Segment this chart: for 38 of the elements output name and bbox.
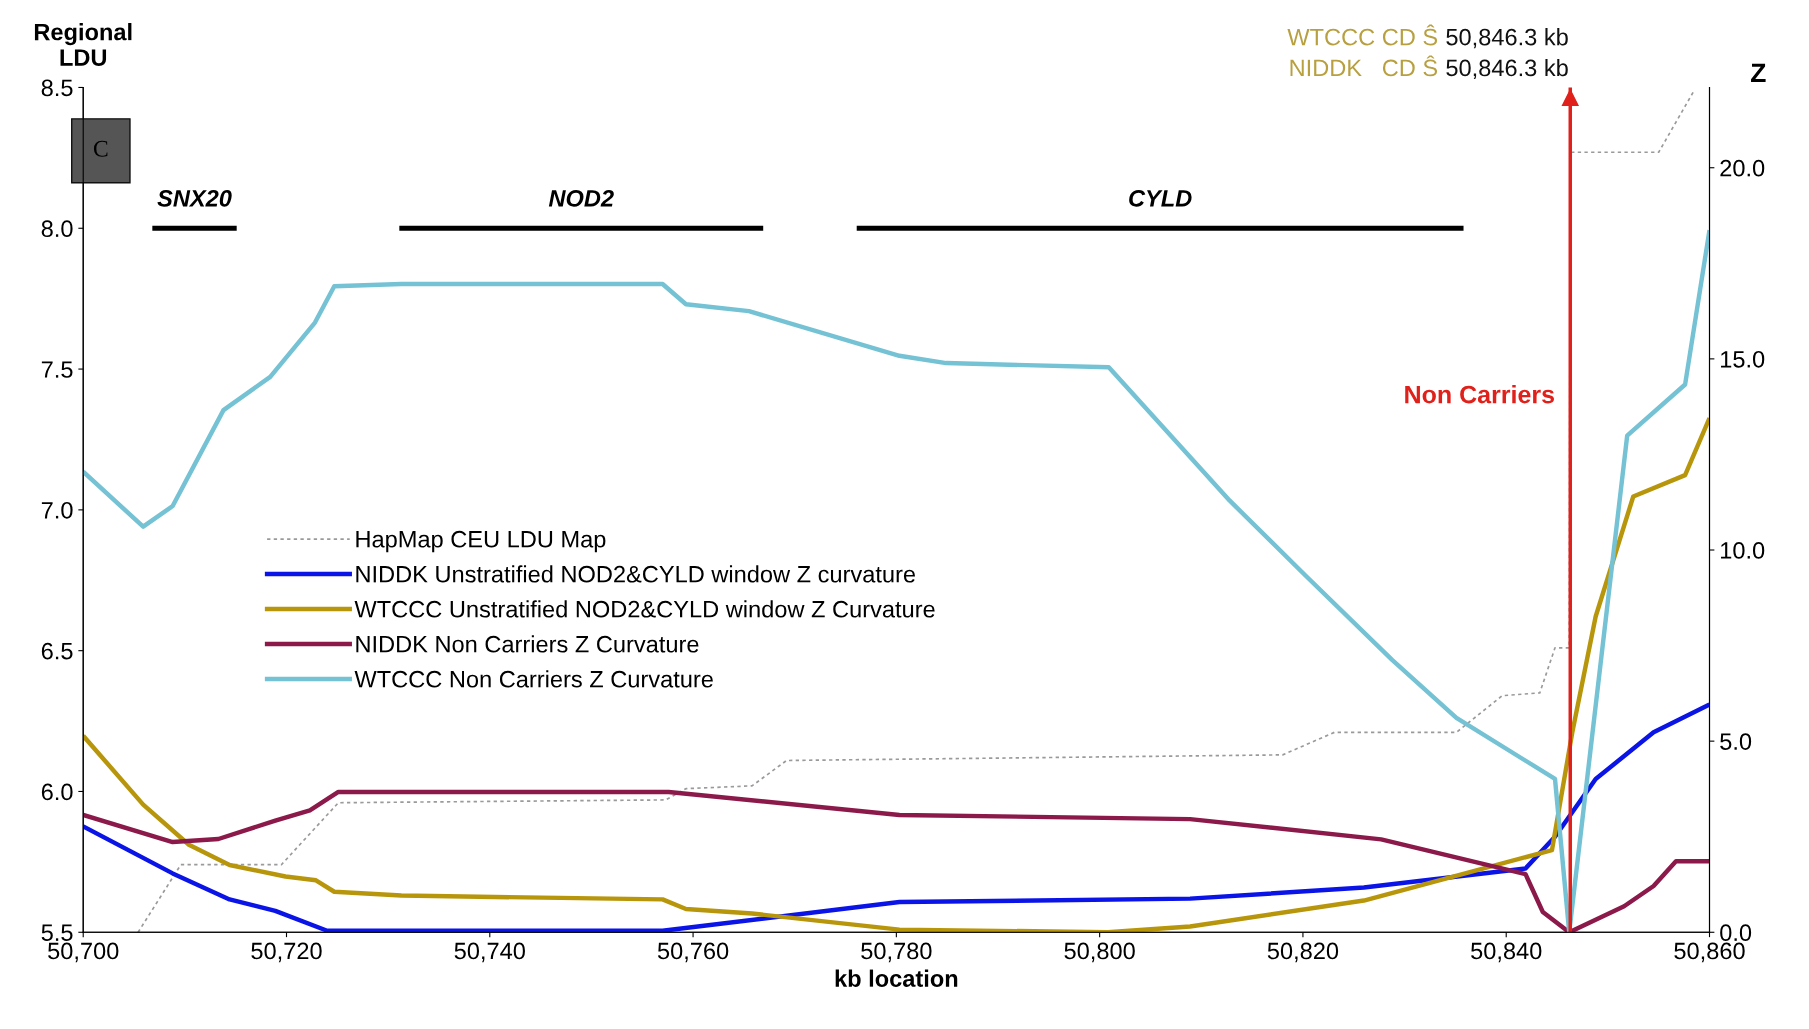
y-tick-label: 8.5 <box>41 79 73 97</box>
y2-tick-label: 20.0 <box>1720 159 1765 177</box>
x-tick-label: 50,820 <box>1267 942 1339 963</box>
text: 50,846.3 kb <box>1446 58 1568 80</box>
x-tick-label: 50,780 <box>861 942 932 963</box>
text: NIDDK CD Ŝ <box>1290 55 1438 77</box>
annotation: C <box>93 140 108 157</box>
x-tick-label: 50,740 <box>454 942 525 963</box>
x-tick-label: 50,800 <box>1064 942 1135 963</box>
y2-axis-title: Z <box>1751 63 1766 82</box>
y2-tick-label: 15.0 <box>1721 350 1765 368</box>
y-axis-title: Regional LDU <box>34 23 132 66</box>
x-tick-label: 50,860 <box>1674 942 1745 963</box>
y-tick-label: 7.0 <box>41 501 73 519</box>
x-tick-label: 50,840 <box>1471 942 1542 963</box>
y2-tick-label: 0.0 <box>1720 924 1752 942</box>
legend-label: WTCCC Non Carriers Z Curvature <box>354 670 713 688</box>
y2-tick-label: 10.0 <box>1721 542 1765 559</box>
x-tick-label: 50,720 <box>251 942 322 963</box>
y-tick-label: 6.5 <box>41 642 73 660</box>
x-tick-label: 50,760 <box>657 942 729 963</box>
x-tick-label: 50,700 <box>48 942 119 963</box>
y-tick-label: 6.0 <box>41 783 73 801</box>
legend-label: NIDDK Unstratified NOD2&CYLD window Z curvature <box>356 565 915 583</box>
annotation: CYLD <box>1129 189 1192 207</box>
text: WTCCC CD Ŝ <box>1287 24 1438 46</box>
legend-label: HapMap CEU LDU Map <box>356 530 606 553</box>
y-tick-label: 5.5 <box>41 924 73 942</box>
y-tick-label: 8.0 <box>41 220 73 238</box>
text: 50,846.3 kb <box>1446 28 1568 49</box>
y2-tick-label: 5.0 <box>1720 733 1752 750</box>
annotation: NOD2 <box>548 189 614 207</box>
ref-line-label: Non Carriers <box>1405 385 1554 404</box>
legend-label: NIDDK Non Carriers Z Curvature <box>356 635 699 653</box>
annotation: SNX20 <box>157 189 232 207</box>
y-tick-label: 7.5 <box>41 361 73 378</box>
x-axis-title: kb location <box>835 969 958 987</box>
legend-label: WTCCC Unstratified NOD2&CYLD window Z Curvature <box>354 600 935 618</box>
